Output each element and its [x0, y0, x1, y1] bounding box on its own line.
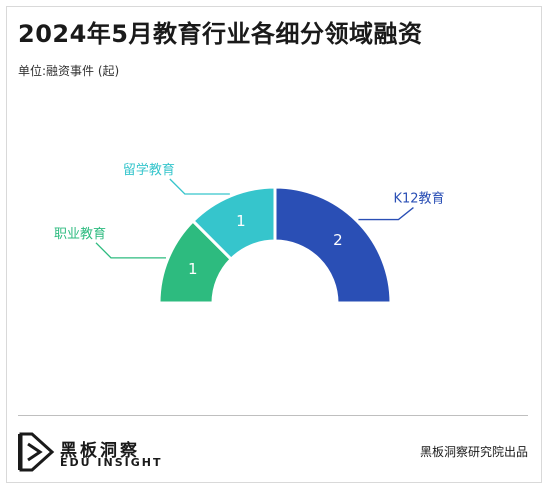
slice-value-label-2: 2	[333, 231, 343, 249]
slice-value-label-1: 1	[236, 212, 246, 230]
source-note: 黑板洞察研究院出品	[419, 445, 528, 459]
footer-divider	[18, 415, 528, 416]
slice-2	[273, 185, 393, 305]
brand-name-cn: 黑板洞察	[60, 441, 140, 461]
category-label-1: 留学教育	[123, 162, 175, 178]
slice-value-label-0: 1	[188, 260, 198, 278]
category-label-2: K12教育	[393, 191, 444, 207]
leader-line-0	[95, 242, 166, 259]
chart-area: 1 1 2 职业教育 留学教育 K12教育	[54, 162, 445, 305]
leader-line-1	[169, 178, 230, 195]
unit-label: 单位:融资事件 (起)	[18, 64, 120, 78]
edu-insight-logo-icon	[18, 432, 55, 472]
card-frame	[6, 6, 542, 483]
category-label-0: 职业教育	[54, 226, 106, 242]
chart-title: 2024年5月教育行业各细分领域融资	[18, 20, 423, 48]
leader-line-2	[358, 207, 414, 221]
brand-name-en: EDU INSIGHT	[60, 456, 163, 469]
